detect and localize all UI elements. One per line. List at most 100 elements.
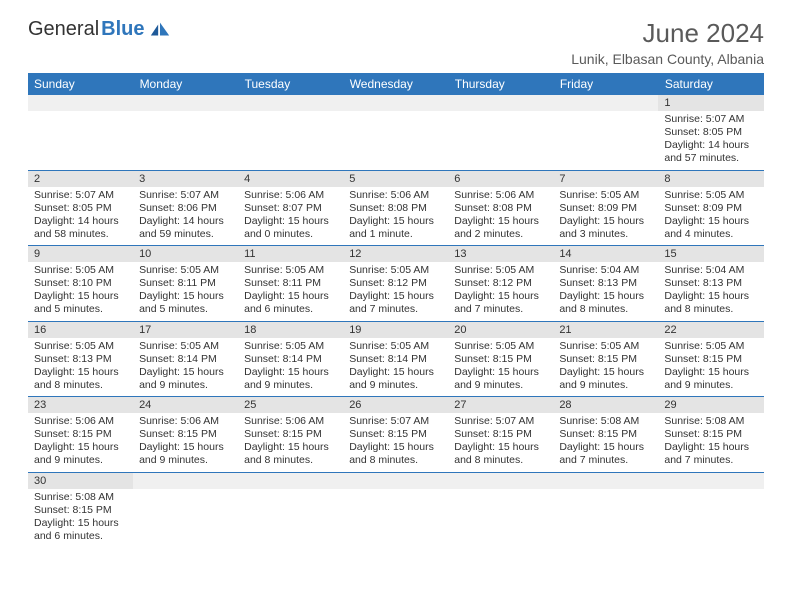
daynum-row: 23242526272829 xyxy=(28,397,764,414)
daylight-line: Daylight: 15 hours and 5 minutes. xyxy=(139,290,232,316)
daylight-line: Daylight: 15 hours and 5 minutes. xyxy=(34,290,127,316)
daylight-line: Daylight: 15 hours and 9 minutes. xyxy=(559,366,652,392)
day-number-cell: 28 xyxy=(553,397,658,414)
sunset-line: Sunset: 8:08 PM xyxy=(454,202,547,215)
sunset-line: Sunset: 8:14 PM xyxy=(139,353,232,366)
day-number-cell: 12 xyxy=(343,246,448,263)
day-number-cell: 25 xyxy=(238,397,343,414)
detail-row: Sunrise: 5:05 AM Sunset: 8:13 PM Daylight:… xyxy=(28,338,764,397)
sunset-line: Sunset: 8:12 PM xyxy=(349,277,442,290)
sunrise-line: Sunrise: 5:05 AM xyxy=(454,340,547,353)
sunrise-line: Sunrise: 5:05 AM xyxy=(559,340,652,353)
title-block: June 2024 Lunik, Elbasan County, Albania xyxy=(571,18,764,67)
sunrise-line: Sunrise: 5:05 AM xyxy=(139,340,232,353)
weekday-header: Friday xyxy=(553,73,658,95)
day-detail-cell: Sunrise: 5:07 AMSunset: 8:15 PMDaylight:… xyxy=(343,413,448,472)
day-detail-cell: Sunrise: 5:05 AMSunset: 8:14 PMDaylight:… xyxy=(343,338,448,397)
daylight-line: Daylight: 15 hours and 7 minutes. xyxy=(454,290,547,316)
weekday-header: Wednesday xyxy=(343,73,448,95)
day-number-cell: 29 xyxy=(658,397,763,414)
day-number-cell: 16 xyxy=(28,321,133,338)
sunrise-line: Sunrise: 5:06 AM xyxy=(244,189,337,202)
day-detail-cell: Sunrise: 5:08 AMSunset: 8:15 PMDaylight:… xyxy=(553,413,658,472)
day-detail-cell: Sunrise: 5:08 AMSunset: 8:15 PMDaylight:… xyxy=(658,413,763,472)
day-detail-cell xyxy=(448,111,553,170)
day-detail-cell: Sunrise: 5:04 AMSunset: 8:13 PMDaylight:… xyxy=(658,262,763,321)
day-detail-cell: Sunrise: 5:08 AMSunset: 8:15 PMDaylight:… xyxy=(28,489,133,548)
day-number-cell: 14 xyxy=(553,246,658,263)
day-detail-cell: Sunrise: 5:05 AMSunset: 8:09 PMDaylight:… xyxy=(553,187,658,246)
day-number-cell: 4 xyxy=(238,170,343,187)
sunrise-line: Sunrise: 5:06 AM xyxy=(244,415,337,428)
sunrise-line: Sunrise: 5:05 AM xyxy=(139,264,232,277)
sunset-line: Sunset: 8:13 PM xyxy=(34,353,127,366)
sunrise-line: Sunrise: 5:08 AM xyxy=(664,415,757,428)
day-number-cell: 18 xyxy=(238,321,343,338)
day-number-cell: 20 xyxy=(448,321,553,338)
sunrise-line: Sunrise: 5:07 AM xyxy=(454,415,547,428)
day-detail-cell: Sunrise: 5:06 AMSunset: 8:07 PMDaylight:… xyxy=(238,187,343,246)
sunset-line: Sunset: 8:15 PM xyxy=(139,428,232,441)
daylight-line: Daylight: 15 hours and 8 minutes. xyxy=(559,290,652,316)
sunrise-line: Sunrise: 5:06 AM xyxy=(34,415,127,428)
weekday-header: Thursday xyxy=(448,73,553,95)
sunrise-line: Sunrise: 5:05 AM xyxy=(349,340,442,353)
sunset-line: Sunset: 8:09 PM xyxy=(559,202,652,215)
day-detail-cell: Sunrise: 5:05 AMSunset: 8:11 PMDaylight:… xyxy=(133,262,238,321)
sunrise-line: Sunrise: 5:04 AM xyxy=(664,264,757,277)
daylight-line: Daylight: 15 hours and 7 minutes. xyxy=(664,441,757,467)
day-number-cell: 2 xyxy=(28,170,133,187)
page-header: GeneralBlue June 2024 Lunik, Elbasan Cou… xyxy=(28,18,764,67)
sunset-line: Sunset: 8:09 PM xyxy=(664,202,757,215)
daylight-line: Daylight: 15 hours and 7 minutes. xyxy=(559,441,652,467)
daylight-line: Daylight: 15 hours and 8 minutes. xyxy=(664,290,757,316)
day-detail-cell: Sunrise: 5:06 AMSunset: 8:08 PMDaylight:… xyxy=(343,187,448,246)
day-number-cell: 17 xyxy=(133,321,238,338)
day-detail-cell: Sunrise: 5:07 AMSunset: 8:05 PMDaylight:… xyxy=(28,187,133,246)
day-number-cell: 7 xyxy=(553,170,658,187)
location-label: Lunik, Elbasan County, Albania xyxy=(571,51,764,67)
sunset-line: Sunset: 8:15 PM xyxy=(559,353,652,366)
sunset-line: Sunset: 8:12 PM xyxy=(454,277,547,290)
sunset-line: Sunset: 8:05 PM xyxy=(34,202,127,215)
daylight-line: Daylight: 15 hours and 9 minutes. xyxy=(349,366,442,392)
day-number-cell xyxy=(133,472,238,489)
sunset-line: Sunset: 8:11 PM xyxy=(139,277,232,290)
day-detail-cell xyxy=(448,489,553,548)
day-detail-cell xyxy=(658,489,763,548)
day-number-cell xyxy=(343,95,448,111)
sunrise-line: Sunrise: 5:06 AM xyxy=(349,189,442,202)
sunrise-line: Sunrise: 5:08 AM xyxy=(559,415,652,428)
day-number-cell: 13 xyxy=(448,246,553,263)
day-detail-cell xyxy=(28,111,133,170)
sunset-line: Sunset: 8:15 PM xyxy=(244,428,337,441)
sunrise-line: Sunrise: 5:07 AM xyxy=(139,189,232,202)
sunrise-line: Sunrise: 5:04 AM xyxy=(559,264,652,277)
sunrise-line: Sunrise: 5:05 AM xyxy=(244,264,337,277)
day-number-cell xyxy=(448,95,553,111)
weekday-header: Monday xyxy=(133,73,238,95)
sunset-line: Sunset: 8:15 PM xyxy=(664,428,757,441)
day-detail-cell xyxy=(238,489,343,548)
day-number-cell: 21 xyxy=(553,321,658,338)
day-number-cell: 22 xyxy=(658,321,763,338)
day-detail-cell: Sunrise: 5:06 AMSunset: 8:08 PMDaylight:… xyxy=(448,187,553,246)
daylight-line: Daylight: 14 hours and 58 minutes. xyxy=(34,215,127,241)
day-number-cell: 11 xyxy=(238,246,343,263)
day-number-cell xyxy=(448,472,553,489)
day-detail-cell xyxy=(553,489,658,548)
daynum-row: 16171819202122 xyxy=(28,321,764,338)
sunset-line: Sunset: 8:06 PM xyxy=(139,202,232,215)
day-detail-cell: Sunrise: 5:05 AMSunset: 8:12 PMDaylight:… xyxy=(343,262,448,321)
daylight-line: Daylight: 15 hours and 9 minutes. xyxy=(139,441,232,467)
day-detail-cell xyxy=(133,489,238,548)
sunset-line: Sunset: 8:15 PM xyxy=(34,504,127,517)
day-detail-cell: Sunrise: 5:06 AMSunset: 8:15 PMDaylight:… xyxy=(238,413,343,472)
detail-row: Sunrise: 5:06 AMSunset: 8:15 PMDaylight:… xyxy=(28,413,764,472)
calendar-table: SundayMondayTuesdayWednesdayThursdayFrid… xyxy=(28,73,764,547)
day-number-cell: 15 xyxy=(658,246,763,263)
sunrise-line: Sunrise: 5:05 AM xyxy=(559,189,652,202)
daylight-line: Daylight: 15 hours and 2 minutes. xyxy=(454,215,547,241)
daynum-row: 30 xyxy=(28,472,764,489)
sunset-line: Sunset: 8:10 PM xyxy=(34,277,127,290)
